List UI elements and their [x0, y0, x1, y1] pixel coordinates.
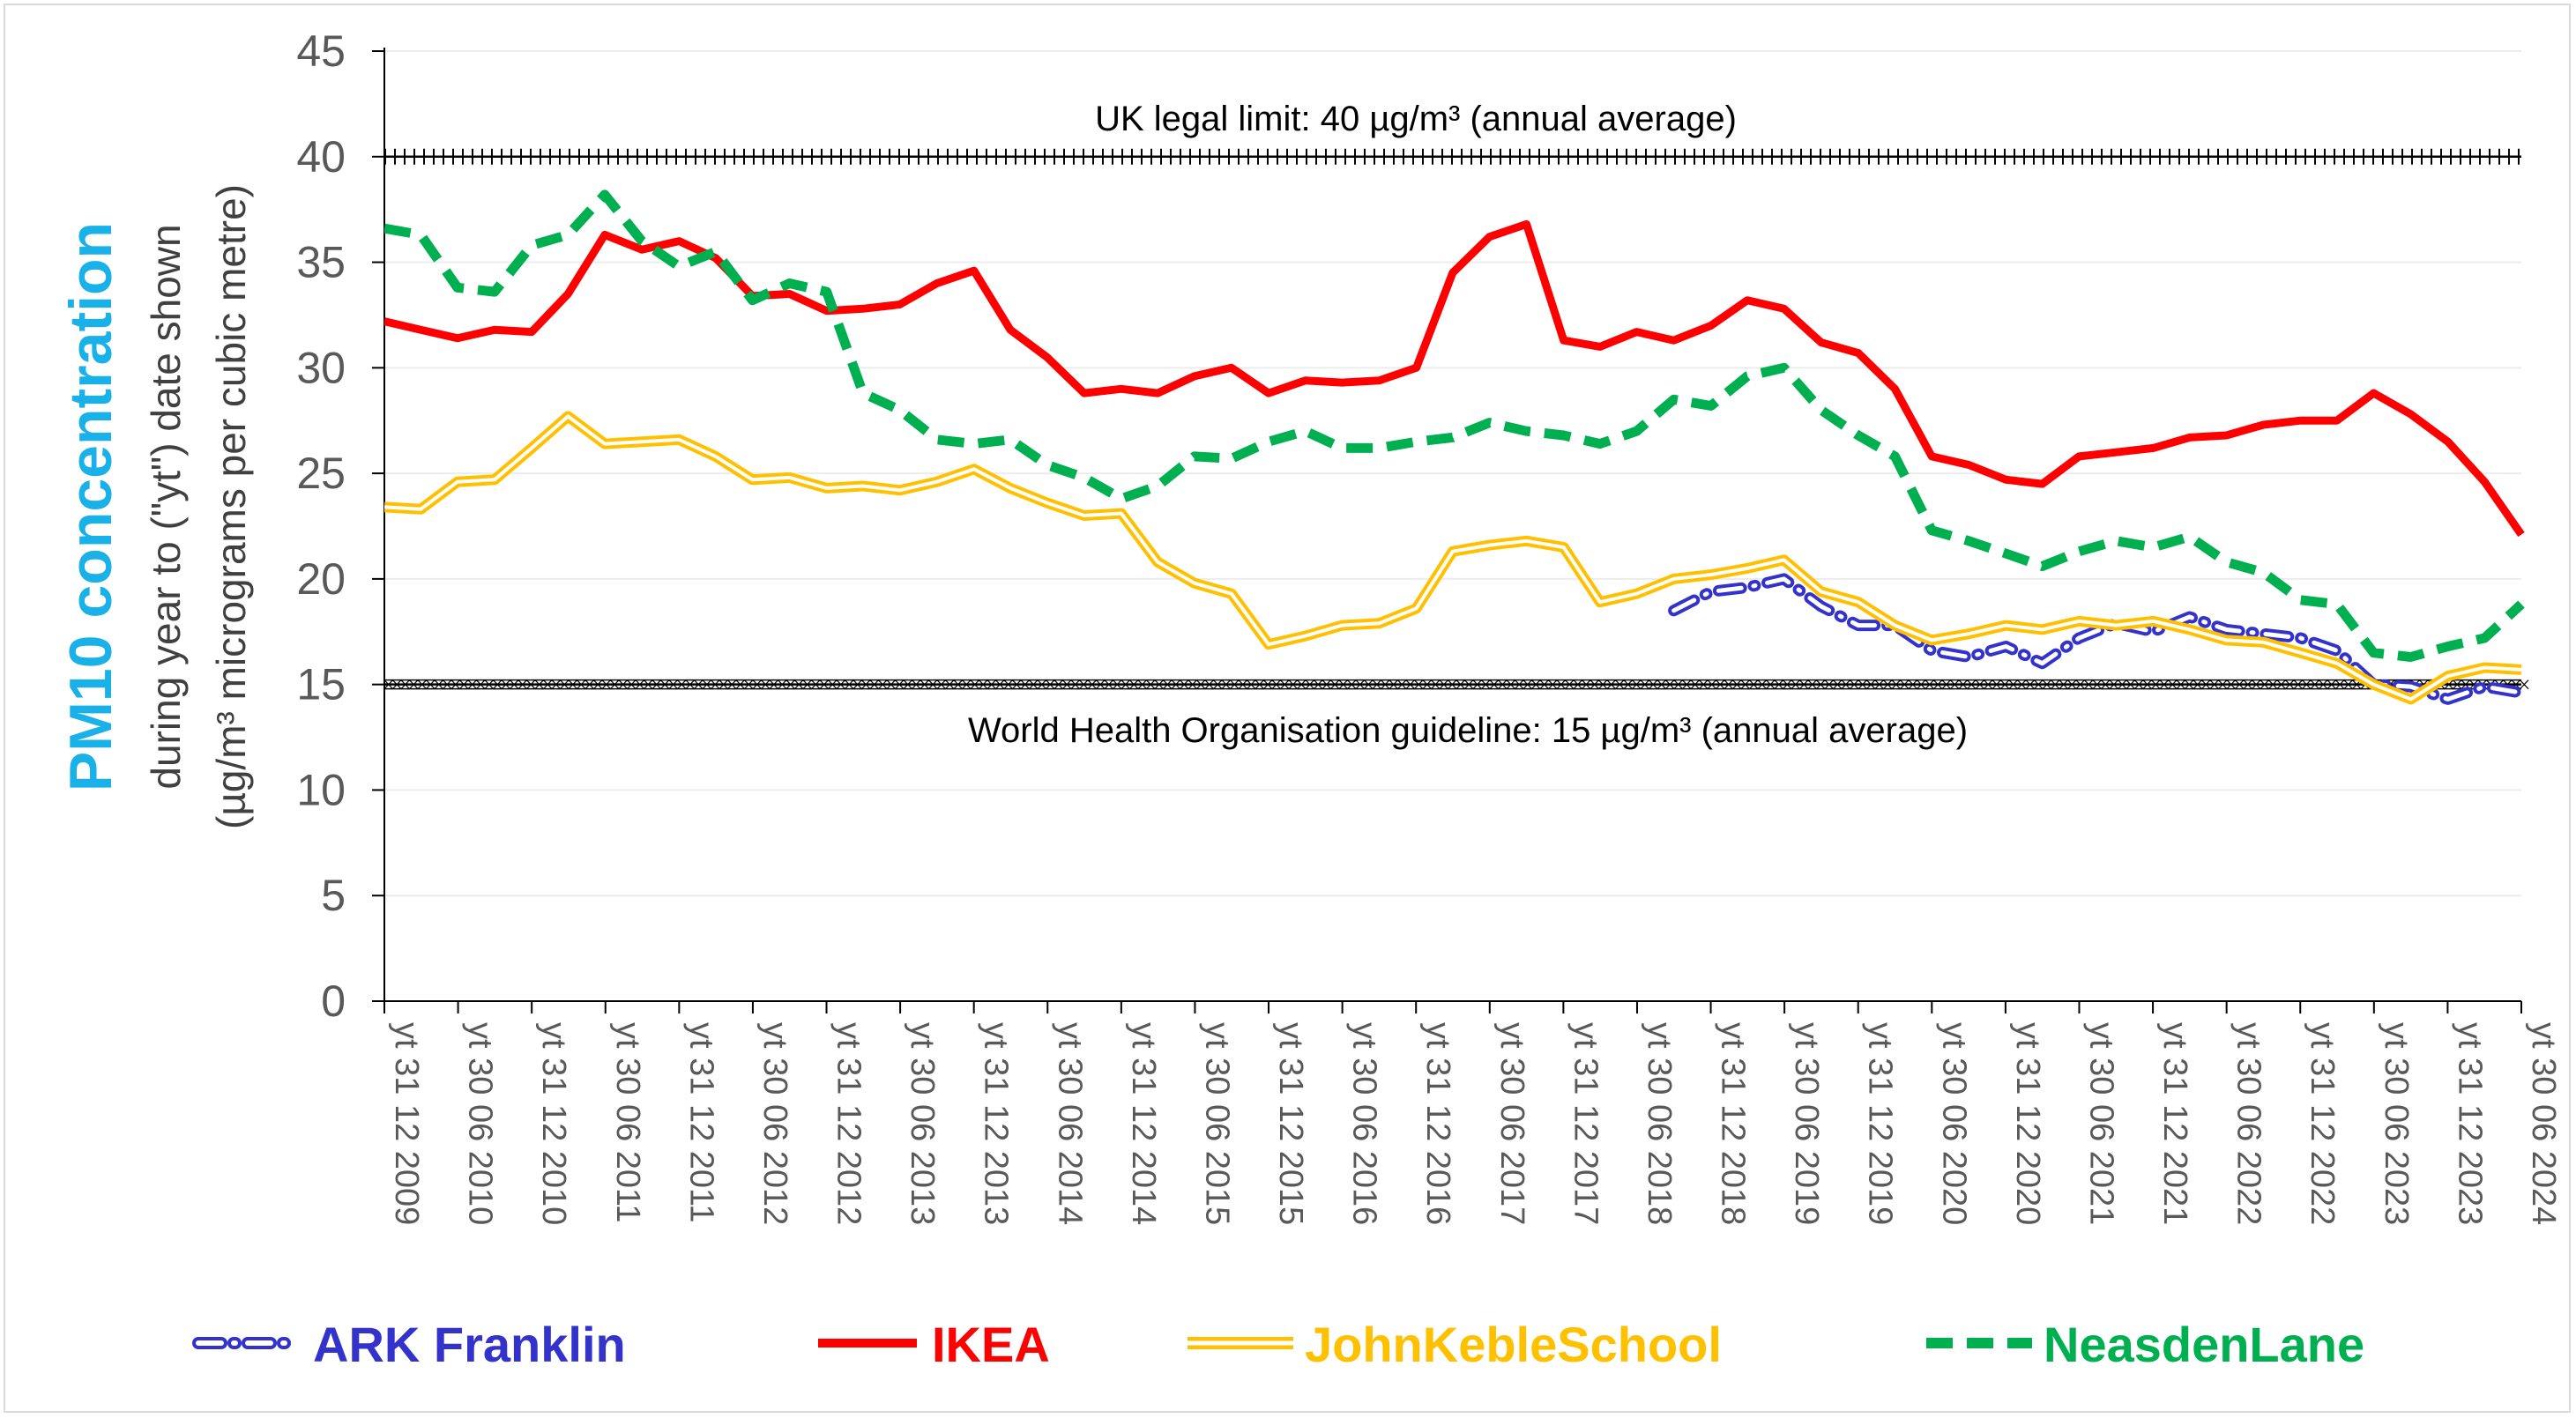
y-tick-label-40: 40 — [296, 132, 346, 182]
x-tick-label-12: yt 31 12 2015 — [1272, 1022, 1309, 1225]
y-tick-label-15: 15 — [296, 660, 346, 709]
x-tick-label-9: yt 30 06 2014 — [1051, 1022, 1088, 1225]
x-tick-label-6: yt 31 12 2012 — [830, 1022, 867, 1225]
x-tick-label-3: yt 30 06 2011 — [609, 1022, 646, 1222]
y-tick-label-20: 20 — [296, 554, 346, 604]
x-tick-label-8: yt 31 12 2013 — [978, 1022, 1015, 1225]
y-tick-label-35: 35 — [296, 238, 346, 287]
x-tick-label-2: yt 31 12 2010 — [535, 1022, 572, 1225]
series-line-ikea — [384, 219, 2525, 538]
series-lines — [384, 189, 2528, 705]
x-tick-label-0: yt 31 12 2009 — [388, 1022, 425, 1225]
legend-label-ark-franklin: ARK Franklin — [313, 1317, 626, 1372]
y-axis-subtitle-1-group: during year to ("yt") date shown — [143, 224, 189, 789]
x-tick-label-5: yt 30 06 2012 — [756, 1022, 793, 1225]
series-line-neasdenlane — [384, 189, 2525, 662]
x-tick-label-25: yt 30 06 2022 — [2230, 1022, 2267, 1225]
legend-label-johnkebleschool: JohnKebleSchool — [1305, 1317, 1722, 1372]
y-tick-label-5: 5 — [321, 871, 346, 920]
y-tick-labels: 0 5 10 15 20 25 30 35 40 45 — [296, 26, 346, 1026]
x-tick-label-26: yt 31 12 2022 — [2304, 1022, 2341, 1225]
y-axis-title: PM10 concentration — [57, 222, 124, 791]
x-tick-labels: yt 31 12 2009 yt 30 06 2010 yt 31 12 2010 y… — [388, 1022, 2562, 1225]
legend-label-neasdenlane: NeasdenLane — [2044, 1317, 2364, 1372]
x-tick-label-15: yt 30 06 2017 — [1493, 1022, 1530, 1225]
x-tick-label-20: yt 31 12 2019 — [1862, 1022, 1899, 1225]
legend-label-ikea: IKEA — [932, 1317, 1050, 1372]
x-tick-label-28: yt 31 12 2023 — [2451, 1022, 2488, 1225]
y-tick-label-0: 0 — [321, 976, 346, 1026]
x-tick-label-24: yt 31 12 2021 — [2156, 1022, 2193, 1225]
who-guideline-label: World Health Organisation guideline: 15 … — [968, 711, 1968, 750]
x-tick-label-7: yt 30 06 2013 — [904, 1022, 941, 1225]
uk-limit-label: UK legal limit: 40 µg/m³ (annual average… — [1095, 100, 1737, 138]
chart-frame — [4, 4, 2571, 1413]
x-tick-label-22: yt 31 12 2020 — [2009, 1022, 2046, 1225]
legend-item-ikea: IKEA — [818, 1317, 1050, 1372]
y-tick-label-45: 45 — [296, 26, 346, 76]
x-tick-label-27: yt 30 06 2023 — [2378, 1022, 2415, 1225]
x-tick-label-4: yt 31 12 2011 — [682, 1022, 719, 1222]
legend-item-johnkebleschool: JohnKebleSchool — [1187, 1317, 1722, 1372]
reference-line-hatch-15 — [383, 679, 2529, 690]
legend-item-ark-franklin: ARK Franklin — [192, 1317, 626, 1372]
gridlines — [384, 50, 2521, 897]
y-tick-label-25: 25 — [296, 449, 346, 498]
x-tick-label-29: yt 30 06 2024 — [2525, 1022, 2562, 1225]
legend-item-neasdenlane: NeasdenLane — [1926, 1317, 2364, 1372]
reference-lines — [383, 148, 2529, 690]
x-tick-label-19: yt 30 06 2019 — [1788, 1022, 1825, 1225]
y-tick-label-10: 10 — [296, 765, 346, 814]
x-tick-label-11: yt 30 06 2015 — [1198, 1022, 1235, 1225]
x-tick-label-16: yt 31 12 2017 — [1567, 1022, 1604, 1225]
y-axis-subtitle-1: during year to ("yt") date shown — [143, 224, 189, 789]
x-tick-label-23: yt 30 06 2021 — [2082, 1022, 2119, 1225]
y-axis-subtitle-2-group: (µg/m³ micrograms per cubic metre) — [208, 184, 254, 829]
x-tick-label-10: yt 31 12 2014 — [1125, 1022, 1162, 1225]
y-axis-subtitle-2: (µg/m³ micrograms per cubic metre) — [208, 184, 254, 829]
x-tick-label-18: yt 31 12 2018 — [1715, 1022, 1752, 1225]
x-tick-label-21: yt 30 06 2020 — [1935, 1022, 1972, 1225]
x-tick-label-17: yt 30 06 2018 — [1641, 1022, 1678, 1225]
axes — [372, 48, 2522, 1013]
x-tick-label-13: yt 30 06 2016 — [1346, 1022, 1383, 1225]
x-tick-label-14: yt 31 12 2016 — [1419, 1022, 1456, 1225]
x-tick-label-1: yt 30 06 2010 — [462, 1022, 499, 1225]
series-line-inner-ark-franklin — [1671, 576, 2524, 702]
series-line-inner-johnkebleschool — [384, 414, 2522, 702]
y-tick-label-30: 30 — [296, 343, 346, 392]
legend: ARK Franklin IKEA JohnKebleSchool Neasde… — [192, 1317, 2364, 1372]
series-line-johnkebleschool — [384, 411, 2522, 705]
y-axis-title-main: PM10 concentration — [57, 222, 124, 791]
